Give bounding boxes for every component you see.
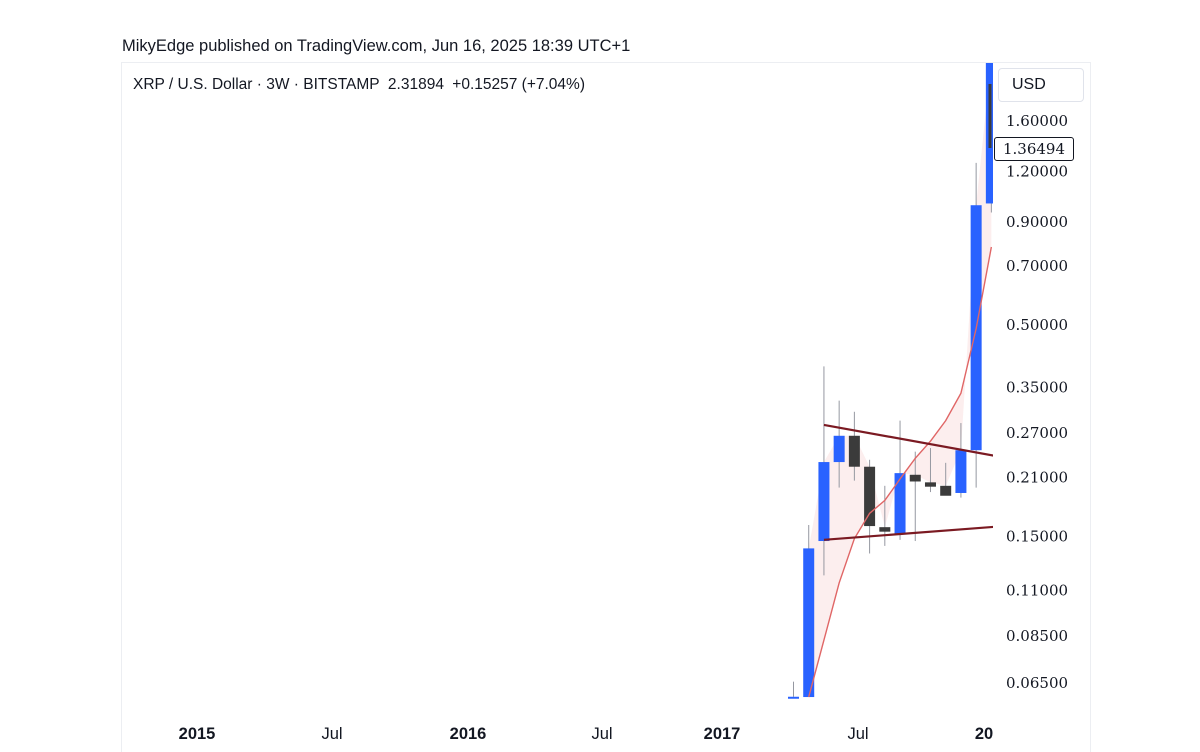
crosshair-price-label: 1.36494 bbox=[994, 137, 1074, 161]
y-tick-label: 0.06500 bbox=[1006, 674, 1068, 692]
candle-up bbox=[803, 548, 815, 698]
chart-pane[interactable] bbox=[121, 62, 1091, 752]
y-tick-label: 0.70000 bbox=[1006, 257, 1068, 275]
candle-down bbox=[909, 474, 921, 482]
trendline[interactable] bbox=[823, 423, 1004, 458]
publish-info: MikyEdge published on TradingView.com, J… bbox=[122, 37, 631, 55]
symbol-title: XRP / U.S. Dollar · 3W · BITSTAMP bbox=[133, 76, 380, 93]
candle-up bbox=[818, 462, 830, 542]
x-tick-label: 2017 bbox=[704, 725, 741, 743]
x-tick-label: Jul bbox=[591, 725, 612, 743]
y-tick-label: 0.11000 bbox=[1006, 582, 1068, 600]
candle-up bbox=[955, 450, 967, 493]
symbol-legend: XRP / U.S. Dollar · 3W · BITSTAMP 2.3189… bbox=[133, 76, 589, 94]
x-tick-label: 20 bbox=[975, 725, 993, 743]
y-tick-label: 0.35000 bbox=[1006, 379, 1068, 397]
price-axis[interactable]: 1.60000 1.20000 0.90000 0.70000 0.50000 0.350… bbox=[1006, 112, 1068, 692]
trendlines[interactable] bbox=[823, 423, 1004, 541]
last-price: 2.31894 bbox=[387, 76, 444, 93]
candle-down bbox=[848, 435, 860, 467]
currency-button[interactable]: USD bbox=[998, 68, 1084, 102]
candle-up bbox=[787, 696, 799, 699]
y-tick-label: 0.90000 bbox=[1006, 213, 1068, 231]
candle-down bbox=[924, 482, 936, 487]
moving-average bbox=[808, 246, 993, 698]
ma-band bbox=[808, 63, 992, 698]
x-tick-label: Jul bbox=[847, 725, 868, 743]
ma-fill bbox=[808, 63, 992, 698]
candle-down bbox=[864, 466, 876, 527]
y-tick-label: 0.21000 bbox=[1006, 468, 1068, 486]
y-tick-label: 0.27000 bbox=[1006, 424, 1068, 442]
candle-up bbox=[894, 473, 906, 534]
y-tick-label: 0.50000 bbox=[1006, 316, 1068, 334]
x-tick-label: Jul bbox=[321, 725, 342, 743]
ma-line bbox=[808, 246, 993, 698]
x-tick-label: 2016 bbox=[450, 725, 487, 743]
candle-down bbox=[879, 527, 891, 532]
x-tick-label: 2015 bbox=[179, 725, 216, 743]
y-tick-label: 0.08500 bbox=[1006, 627, 1068, 645]
y-tick-label: 1.20000 bbox=[1006, 162, 1068, 180]
candle-up bbox=[833, 435, 845, 463]
price-change: +0.15257 (+7.04%) bbox=[452, 76, 585, 93]
time-axis[interactable]: 2015 Jul 2016 Jul 2017 Jul 20 bbox=[179, 725, 994, 743]
y-tick-label: 1.60000 bbox=[1006, 112, 1068, 130]
y-tick-label: 0.15000 bbox=[1006, 527, 1068, 545]
candle-down bbox=[940, 485, 952, 496]
trendline[interactable] bbox=[823, 525, 1004, 541]
